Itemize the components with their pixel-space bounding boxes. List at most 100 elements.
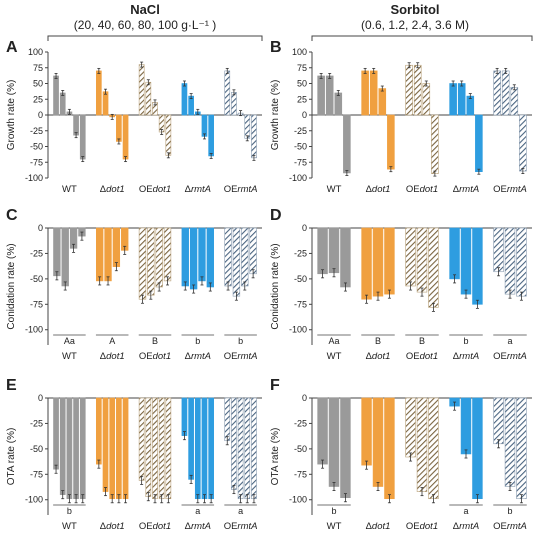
significance-letter: B — [152, 336, 158, 346]
significance-letter: a — [238, 506, 243, 516]
chart-panels: A Growth rate (%) 100 75 50 25 0 -25 -50 -75 -100 W… — [6, 39, 532, 532]
y-tick-label: -50 — [294, 142, 307, 152]
bar — [493, 70, 501, 116]
y-axis-label: OTA rate (%) — [6, 428, 17, 486]
bar — [145, 397, 152, 497]
x-tick-label: Δdot1 — [366, 351, 391, 362]
y-tick-label: -100 — [25, 173, 43, 183]
bar — [96, 227, 104, 282]
bar — [457, 83, 466, 116]
y-tick-label: 100 — [28, 47, 43, 57]
bar-group-2 — [405, 397, 439, 504]
x-tick-gene: rmtA — [191, 184, 211, 195]
bar — [112, 227, 121, 267]
y-tick-label: -50 — [30, 444, 43, 454]
column-bracket-nacl — [47, 35, 263, 41]
bar — [460, 227, 472, 295]
bar — [231, 92, 237, 116]
x-tick-prefix: OE — [493, 184, 507, 195]
x-tick-gene: dot1 — [420, 521, 439, 532]
x-tick-label: OErmtA — [224, 351, 258, 362]
x-tick-gene: dot1 — [372, 521, 391, 532]
bar — [244, 114, 251, 139]
x-tick-prefix: OE — [493, 351, 507, 362]
bar — [317, 397, 328, 465]
bar — [188, 397, 194, 480]
bar — [73, 114, 79, 136]
x-tick-prefix: Δ — [185, 351, 192, 362]
bar — [475, 114, 483, 173]
x-tick-gene: rmtA — [237, 351, 257, 362]
significance-letter: a — [507, 336, 512, 346]
bar — [231, 397, 237, 490]
bar-group-2 — [405, 62, 439, 177]
bar-group-4 — [493, 397, 527, 504]
y-axis-label: OTA rate (%) — [270, 428, 281, 486]
bar — [361, 227, 372, 300]
y-tick-label: -25 — [30, 248, 43, 258]
x-tick-label: OEdot1 — [406, 521, 438, 532]
bar — [340, 227, 351, 288]
bar — [155, 227, 163, 288]
bar-group-0 — [317, 227, 351, 292]
bar — [317, 75, 325, 116]
bar — [428, 227, 439, 308]
y-tick-label: -75 — [30, 299, 43, 309]
bar — [66, 397, 73, 500]
x-tick-prefix: OE — [139, 184, 153, 195]
bar — [416, 227, 428, 293]
x-tick-gene: dot1 — [372, 351, 391, 362]
y-tick-label: -50 — [30, 142, 43, 152]
bar — [181, 227, 189, 287]
x-tick-prefix: Δ — [453, 351, 460, 362]
bar — [181, 397, 188, 436]
column-title-nacl: NaCl — [130, 2, 160, 17]
bar-group-4 — [224, 397, 257, 504]
bar — [325, 75, 334, 116]
bar-group-1 — [96, 227, 129, 286]
bar — [116, 397, 122, 500]
bar — [405, 397, 416, 458]
bar — [53, 75, 59, 116]
bar — [343, 114, 351, 174]
x-tick-prefix: Δ — [185, 184, 192, 195]
bar-group-0 — [317, 73, 351, 176]
bar — [372, 397, 384, 487]
bar — [510, 86, 519, 116]
x-tick-label: OEdot1 — [139, 351, 171, 362]
bar — [201, 397, 208, 500]
bar — [208, 397, 214, 500]
x-tick-gene: rmtA — [191, 351, 211, 362]
bar-group-1 — [361, 397, 395, 504]
bar — [189, 227, 198, 290]
x-tick-label: OEdot1 — [406, 351, 438, 362]
x-tick-label: ΔrmtA — [185, 521, 211, 532]
bar — [501, 70, 510, 116]
bar — [122, 114, 129, 160]
x-tick-label: ΔrmtA — [185, 184, 211, 195]
y-tick-label: -75 — [294, 469, 307, 479]
bar-group-2 — [405, 227, 439, 312]
x-tick-label: OErmtA — [224, 521, 258, 532]
bar — [449, 227, 460, 280]
significance-letter: b — [238, 336, 243, 346]
y-tick-label: -100 — [289, 173, 307, 183]
significance-letter: a — [195, 506, 200, 516]
bar — [334, 92, 343, 116]
x-tick-label: WT — [327, 351, 342, 362]
x-tick-label: OErmtA — [493, 351, 527, 362]
y-tick-label: 75 — [297, 63, 307, 73]
bar — [232, 227, 241, 297]
bar — [224, 227, 232, 287]
bar — [59, 92, 66, 116]
x-tick-gene: WT — [62, 351, 77, 362]
bar — [428, 397, 439, 500]
significance-letter: b — [507, 506, 512, 516]
significance-letter: Aa — [64, 336, 75, 346]
bar — [387, 114, 395, 170]
panel-letter: F — [270, 377, 280, 394]
bar — [122, 397, 129, 500]
panel-d: D Conidation rate (%) 0 -25 -50 -75 -100 WT Aa Δd… — [270, 207, 532, 362]
significance-letter: b — [195, 336, 200, 346]
